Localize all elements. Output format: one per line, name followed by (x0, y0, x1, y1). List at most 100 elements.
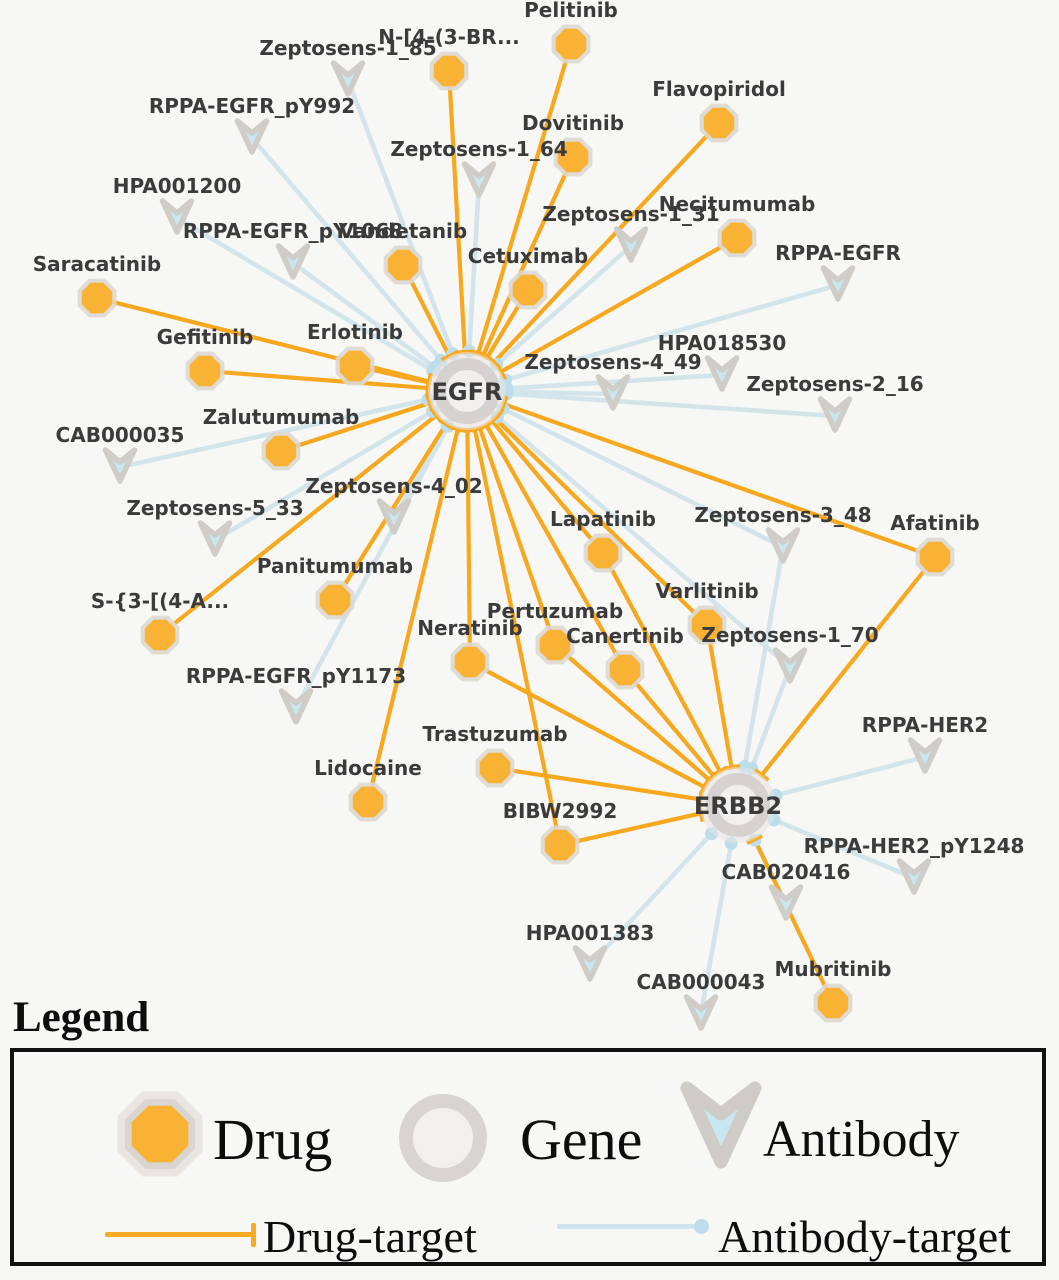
drug-target-edge-lidocaine (365, 428, 460, 803)
drug-node-afatinib[interactable] (919, 541, 951, 573)
antibody-node-cab020416[interactable] (768, 884, 804, 921)
drug-edge-tee (697, 804, 705, 823)
drug-octagon-icon (117, 1091, 203, 1177)
drug-node-necitumumab[interactable] (721, 222, 753, 254)
drug-edge-tee (745, 833, 764, 845)
legend-title: Legend (13, 994, 150, 1041)
drug-node-flavopiridol[interactable] (703, 107, 735, 139)
node-label: Zeptosens-1_70 (701, 623, 878, 647)
drug-node-varlitinib[interactable] (691, 609, 723, 641)
node-label: CAB000043 (637, 970, 766, 994)
node-label: Zalutumumab (203, 405, 360, 429)
drug-node-bibw2992[interactable] (544, 829, 576, 861)
drug-target-edge-gefitinib (204, 368, 429, 391)
drug-node-panitumumab[interactable] (319, 584, 351, 616)
legend-drug-target-label: Drug-target (263, 1211, 477, 1262)
drug-target-line-icon (105, 1232, 253, 1237)
drug-target-edge-pertuzumab (553, 643, 711, 782)
antibody-target-edge-rppa-egfr-py992 (250, 136, 469, 393)
antibody-node-zeptosens-3-48[interactable] (765, 527, 801, 564)
drug-target-edge-lapatinib (601, 552, 722, 773)
node-label: RPPA-HER2_pY1248 (804, 834, 1025, 858)
drug-node-canertinib[interactable] (609, 654, 641, 686)
drug-node-pertuzumab[interactable] (539, 629, 571, 661)
drug-target-edge-afatinib (503, 402, 936, 559)
antibody-node-hpa001200[interactable] (159, 198, 195, 235)
drug-target-edge-canertinib (623, 668, 716, 778)
node-label: RPPA-EGFR_pY1173 (186, 664, 406, 688)
legend-box: Drug Gene Antibody Drug-target Antibody-… (10, 1048, 1046, 1266)
drug-node-zalutumumab[interactable] (265, 435, 297, 467)
antibody-node-rppa-egfr-py992[interactable] (234, 118, 270, 155)
node-label: CAB020416 (722, 860, 851, 884)
antibody-node-cab000043[interactable] (683, 994, 719, 1031)
drug-node-saracatinib[interactable] (81, 282, 113, 314)
drug-node-pelitinib[interactable] (555, 28, 587, 60)
node-label: Trastuzumab (422, 722, 567, 746)
node-label: Lidocaine (314, 756, 422, 780)
drug-node-trastuzumab[interactable] (479, 752, 511, 784)
antibody-node-zeptosens-1-85[interactable] (330, 60, 366, 97)
antibody-node-zeptosens-2-16[interactable] (817, 396, 853, 433)
node-label: Panitumumab (257, 554, 413, 578)
drug-node-s-3-4-a[interactable] (144, 619, 176, 651)
drug-node-cetuximab[interactable] (512, 274, 544, 306)
gene-node-erbb2[interactable] (706, 773, 770, 837)
drug-node-gefitinib[interactable] (189, 355, 221, 387)
antibody-node-hpa018530[interactable] (704, 355, 740, 392)
drug-node-vandetanib[interactable] (387, 249, 419, 281)
antibody-target-edge-cab000035 (119, 388, 468, 470)
drug-target-edge-bibw2992 (559, 811, 702, 848)
drug-target-edges (96, 43, 937, 1004)
drug-node-lapatinib[interactable] (587, 537, 619, 569)
drug-edge-tee (697, 790, 704, 808)
antibody-node-rppa-her2[interactable] (907, 737, 943, 774)
drug-node-neratinib[interactable] (454, 646, 486, 678)
legend-gene-label: Gene (520, 1107, 643, 1172)
antibody-node-rppa-egfr-py1173[interactable] (278, 688, 314, 725)
legend-drug-label: Drug (213, 1107, 333, 1172)
antibody-node-cab000035[interactable] (102, 447, 138, 484)
antibody-node-zeptosens-4-02[interactable] (376, 498, 412, 535)
antibody-node-zeptosens-1-64[interactable] (461, 161, 497, 198)
node-label: Zeptosens-1_64 (390, 137, 567, 161)
drug-target-edge-pelitinib (476, 43, 574, 355)
node-label: Zeptosens-4_02 (305, 474, 482, 498)
drug-target-tee-icon (251, 1223, 256, 1247)
node-label: S-{3-[(4-A... (91, 589, 229, 613)
node-label: Neratinib (417, 616, 523, 640)
drug-target-edge-lapatinib (490, 419, 605, 555)
drug-node-erlotinib[interactable] (339, 350, 371, 382)
node-label: Mubritinib (774, 957, 891, 981)
drug-edge-tee (722, 764, 741, 772)
antibody-node-zeptosens-1-31[interactable] (613, 226, 649, 263)
drug-target-edge-s-3-4-a (158, 413, 438, 637)
drug-node-dovitinib[interactable] (557, 141, 589, 173)
antibody-node-rppa-her2-py1248[interactable] (896, 858, 932, 895)
gene-node-egfr[interactable] (434, 358, 500, 424)
drug-node-mubritinib[interactable] (817, 987, 849, 1019)
node-label: Zeptosens-2_16 (746, 372, 923, 396)
drug-node-lidocaine[interactable] (352, 786, 384, 818)
node-label: Afatinib (890, 511, 980, 535)
drug-target-edge-zalutumumab (280, 400, 431, 453)
drug-target-edge-neratinib (465, 429, 473, 663)
legend-antibody-label: Antibody (763, 1111, 960, 1168)
drug-target-edge-mubritinib (752, 838, 835, 1004)
antibody-node-rppa-egfr[interactable] (820, 265, 856, 302)
antibody-node-zeptosens-5-33[interactable] (197, 520, 233, 557)
antibody-target-edge-zeptosens-1-85 (345, 79, 470, 392)
antibody-node-zeptosens-1-70[interactable] (772, 647, 808, 684)
node-label: Flavopiridol (652, 77, 786, 101)
node-label: Zeptosens-1_85 (259, 36, 436, 60)
antibody-node-hpa001383[interactable] (572, 945, 608, 982)
drug-edge-tee (425, 373, 433, 392)
antibody-target-dot-icon (694, 1219, 709, 1234)
antibody-node-rppa-egfr-py1068[interactable] (275, 243, 311, 280)
node-label: Saracatinib (33, 252, 161, 276)
node-label: RPPA-HER2 (862, 713, 988, 737)
drug-node-n-4-3-br[interactable] (433, 55, 465, 87)
antibody-node-zeptosens-4-49[interactable] (595, 374, 631, 411)
node-label: BIBW2992 (503, 799, 618, 823)
